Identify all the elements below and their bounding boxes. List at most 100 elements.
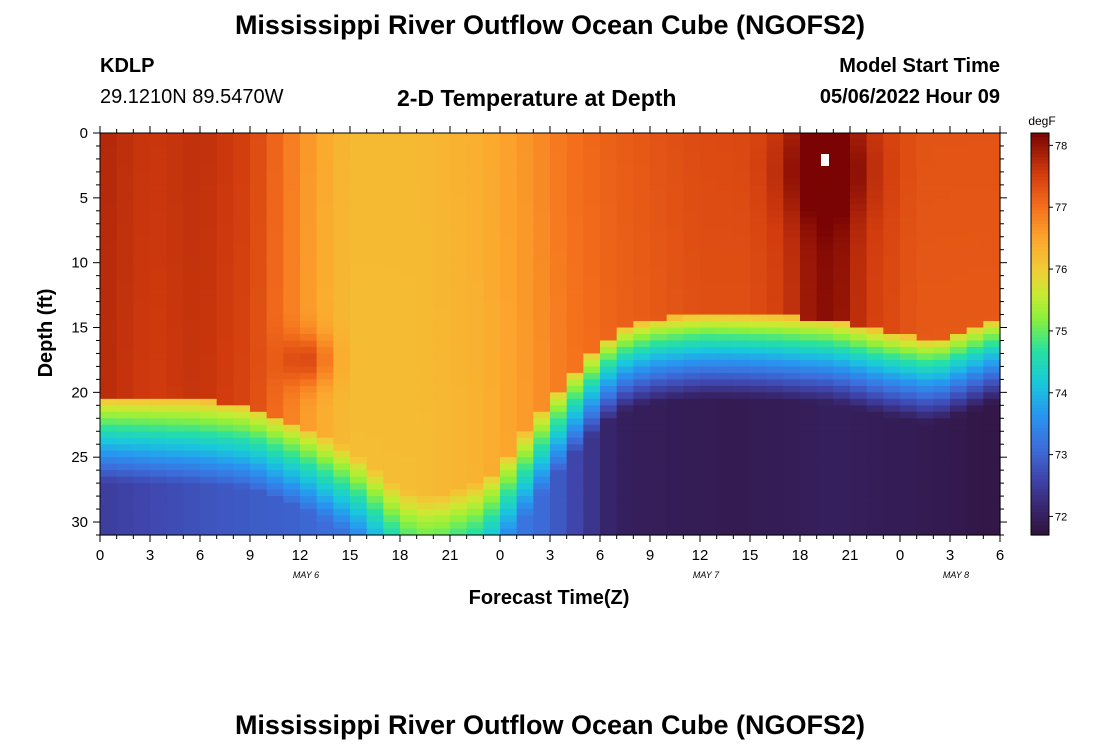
heatmap-cell — [800, 359, 818, 368]
heatmap-cell — [633, 165, 651, 173]
heatmap-cell — [266, 197, 284, 205]
heatmap-cell — [216, 346, 234, 355]
heatmap-cell — [383, 502, 401, 510]
heatmap-cell — [650, 385, 668, 393]
heatmap-cell — [500, 476, 518, 484]
heatmap-cell — [800, 334, 818, 342]
heatmap-cell — [233, 139, 251, 147]
heatmap-cell — [383, 269, 401, 277]
heatmap-cell — [533, 145, 551, 154]
heatmap-cell — [866, 411, 884, 419]
colorbar-segment — [1031, 317, 1049, 322]
heatmap-cell — [850, 243, 868, 251]
heatmap-cell — [333, 515, 351, 523]
heatmap-cell — [783, 327, 801, 335]
heatmap-cell — [900, 314, 918, 322]
heatmap-cell — [783, 372, 801, 380]
heatmap-cell — [400, 282, 418, 290]
heatmap-cell — [266, 334, 284, 342]
heatmap-cell — [633, 269, 651, 277]
heatmap-cell — [833, 437, 851, 445]
heatmap-cell — [316, 295, 334, 303]
heatmap-cell — [500, 314, 518, 322]
heatmap-cell — [233, 282, 251, 290]
heatmap-cell — [416, 321, 434, 329]
heatmap-cell — [183, 496, 201, 504]
heatmap-cell — [283, 327, 301, 335]
heatmap-cell — [133, 353, 151, 361]
heatmap-cell — [566, 230, 584, 238]
heatmap-cell — [266, 392, 284, 400]
heatmap-cell — [966, 308, 984, 316]
heatmap-cell — [766, 444, 784, 452]
heatmap-cell — [983, 444, 1001, 452]
heatmap-cell — [450, 483, 468, 491]
heatmap-cell — [150, 346, 168, 355]
heatmap-cell — [166, 191, 184, 199]
heatmap-cell — [650, 321, 668, 329]
heatmap-cell — [883, 463, 901, 471]
heatmap-cell — [466, 249, 484, 257]
heatmap-cell — [883, 372, 901, 380]
heatmap-cell — [683, 418, 701, 426]
heatmap-cell — [816, 145, 834, 154]
heatmap-cell — [600, 353, 618, 361]
heatmap-cell — [416, 483, 434, 491]
heatmap-cell — [400, 359, 418, 368]
heatmap-cell — [150, 158, 168, 167]
heatmap-cell — [966, 133, 984, 141]
heatmap-cell — [983, 463, 1001, 471]
heatmap-cell — [883, 444, 901, 452]
colorbar-segment — [1031, 166, 1049, 171]
heatmap-cell — [300, 133, 318, 141]
colorbar-segment — [1031, 139, 1049, 144]
heatmap-cell — [316, 171, 334, 179]
heatmap-cell — [350, 366, 368, 374]
heatmap-cell — [483, 418, 501, 426]
heatmap-cell — [900, 133, 918, 141]
heatmap-cell — [483, 184, 501, 192]
heatmap-cell — [583, 385, 601, 393]
heatmap-cell — [466, 346, 484, 355]
heatmap-cell — [650, 457, 668, 465]
heatmap-cell — [550, 314, 568, 322]
heatmap-cell — [316, 288, 334, 296]
colorbar-segment — [1031, 374, 1049, 379]
heatmap-cell — [716, 262, 734, 270]
heatmap-cell — [433, 262, 451, 270]
heatmap-cell — [216, 398, 234, 406]
heatmap-cell — [183, 275, 201, 283]
heatmap-cell — [566, 262, 584, 270]
heatmap-cell — [816, 457, 834, 465]
heatmap-cell — [950, 418, 968, 426]
heatmap-cell — [600, 295, 618, 303]
heatmap-cell — [266, 502, 284, 510]
heatmap-cell — [550, 444, 568, 452]
heatmap-cell — [716, 282, 734, 290]
heatmap-cell — [683, 204, 701, 212]
heatmap-cell — [633, 392, 651, 400]
heatmap-cell — [916, 444, 934, 452]
heatmap-cell — [416, 509, 434, 517]
heatmap-cell — [566, 236, 584, 244]
colorbar-segment — [1031, 488, 1049, 493]
heatmap-cell — [683, 178, 701, 186]
heatmap-cell — [333, 476, 351, 484]
heatmap-cell — [283, 178, 301, 186]
heatmap-cell — [550, 489, 568, 497]
heatmap-cell — [266, 152, 284, 160]
heatmap-cell — [983, 184, 1001, 192]
heatmap-cell — [400, 223, 418, 231]
heatmap-cell — [316, 217, 334, 225]
heatmap-cell — [800, 340, 818, 348]
heatmap-cell — [916, 489, 934, 497]
heatmap-cell — [116, 398, 134, 406]
heatmap-cell — [483, 236, 501, 244]
heatmap-cell — [133, 444, 151, 452]
heatmap-cell — [800, 418, 818, 426]
heatmap-cell — [750, 346, 768, 355]
heatmap-cell — [700, 353, 718, 361]
heatmap-cell — [483, 314, 501, 322]
heatmap-cell — [133, 496, 151, 504]
heatmap-cell — [433, 243, 451, 251]
